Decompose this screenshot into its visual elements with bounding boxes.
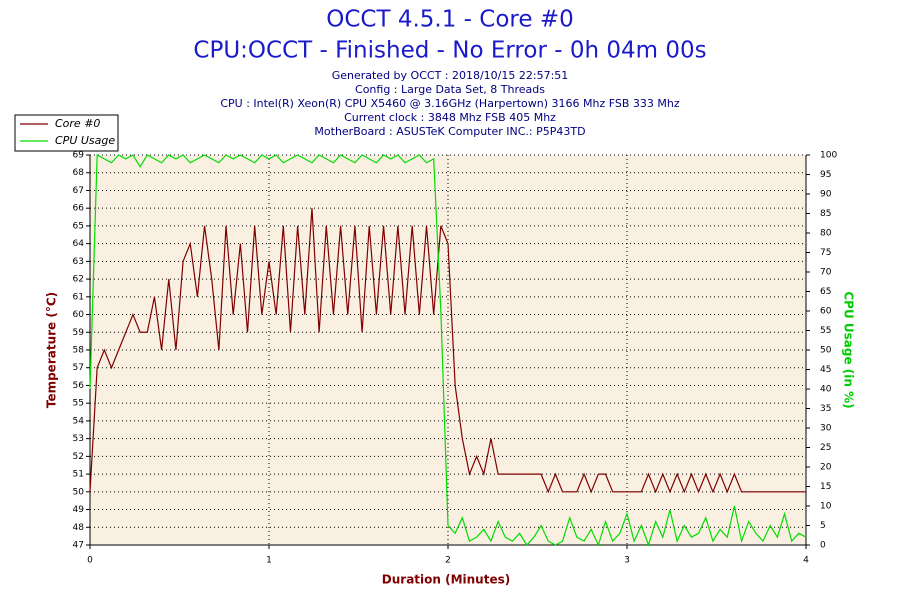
y-tick-label: 65 [73,221,84,231]
y2-tick-label: 10 [820,502,832,512]
legend-label: Core #0 [55,117,100,130]
y-tick-label: 49 [73,505,85,515]
x-tick-label: 0 [87,556,93,566]
info-line: MotherBoard : ASUSTeK Computer INC.: P5P… [314,125,585,138]
y-tick-label: 69 [73,151,85,161]
info-line: Config : Large Data Set, 8 Threads [355,83,545,96]
y2-tick-label: 75 [820,248,831,258]
y-tick-label: 59 [73,328,85,338]
y2-tick-label: 90 [820,190,832,200]
y-tick-label: 50 [73,487,85,497]
y-tick-label: 57 [73,363,84,373]
y2-axis-label: CPU Usage (in %) [842,291,856,408]
y-tick-label: 48 [73,523,85,533]
y2-tick-label: 55 [820,326,831,336]
series-line [89,154,807,547]
x-tick-label: 2 [445,556,451,566]
y-tick-label: 64 [73,239,85,249]
y-tick-label: 63 [73,257,84,267]
y-tick-label: 62 [73,275,84,285]
y-tick-label: 55 [73,399,84,409]
y-tick-label: 51 [73,470,84,480]
legend-box [14,114,119,152]
y2-tick-label: 0 [820,541,826,551]
y2-tick-label: 25 [820,443,831,453]
y2-tick-label: 85 [820,209,831,219]
y-axis-label: Temperature (°C) [45,292,59,408]
y2-tick-label: 30 [820,424,832,434]
y2-tick-label: 95 [820,170,831,180]
y-tick-label: 60 [73,310,85,320]
y-tick-label: 68 [73,168,85,178]
x-tick-label: 4 [803,556,809,566]
chart-title: OCCT 4.5.1 - Core #0 [326,7,573,33]
y-tick-label: 52 [73,452,84,462]
y2-tick-label: 5 [820,521,826,531]
info-line: Current clock : 3848 Mhz FSB 405 Mhz [344,111,556,124]
y-tick-label: 67 [73,186,84,196]
y2-tick-label: 60 [820,307,832,317]
x-tick-label: 3 [624,556,630,566]
y-tick-label: 61 [73,292,84,302]
y-tick-label: 47 [73,541,84,551]
y2-tick-label: 80 [820,229,832,239]
y2-tick-label: 45 [820,365,831,375]
y-tick-label: 53 [73,434,84,444]
y2-tick-label: 100 [820,151,837,161]
y-tick-label: 54 [73,416,85,426]
x-tick-label: 1 [266,556,272,566]
y2-tick-label: 40 [820,385,832,395]
info-line: Generated by OCCT : 2018/10/15 22:57:51 [332,69,569,82]
y2-tick-label: 65 [820,287,831,297]
y-tick-label: 56 [73,381,85,391]
y2-tick-label: 15 [820,482,831,492]
y2-tick-label: 35 [820,404,831,414]
y-tick-label: 66 [73,204,85,214]
series-line [89,208,806,494]
info-line: CPU : Intel(R) Xeon(R) CPU X5460 @ 3.16G… [220,97,680,110]
x-axis-label: Duration (Minutes) [382,573,510,587]
y-tick-label: 58 [73,346,85,356]
y2-tick-label: 70 [820,268,832,278]
y2-tick-label: 50 [820,346,832,356]
legend-label: CPU Usage [55,134,115,147]
y2-tick-label: 20 [820,463,832,473]
chart-subtitle: CPU:OCCT - Finished - No Error - 0h 04m … [193,38,706,64]
